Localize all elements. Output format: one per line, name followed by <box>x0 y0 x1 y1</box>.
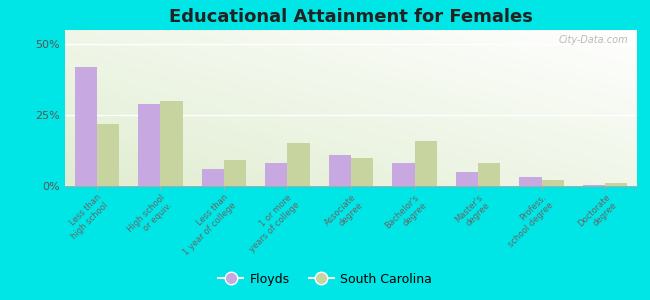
Bar <box>519 178 541 186</box>
Title: Educational Attainment for Females: Educational Attainment for Females <box>169 8 533 26</box>
Bar <box>265 163 287 186</box>
Bar <box>583 184 605 186</box>
Bar <box>456 172 478 186</box>
Bar <box>202 169 224 186</box>
Bar <box>393 163 415 186</box>
Text: City-Data.com: City-Data.com <box>559 35 629 45</box>
Bar <box>605 183 627 186</box>
Bar <box>478 163 500 186</box>
Bar <box>138 104 161 186</box>
Legend: Floyds, South Carolina: Floyds, South Carolina <box>213 268 437 291</box>
Bar <box>287 143 309 186</box>
Bar <box>351 158 373 186</box>
Bar <box>329 155 351 186</box>
Bar <box>75 67 97 186</box>
Bar <box>97 124 119 186</box>
Bar <box>224 160 246 186</box>
Bar <box>415 141 437 186</box>
Bar <box>541 180 564 186</box>
Bar <box>161 101 183 186</box>
